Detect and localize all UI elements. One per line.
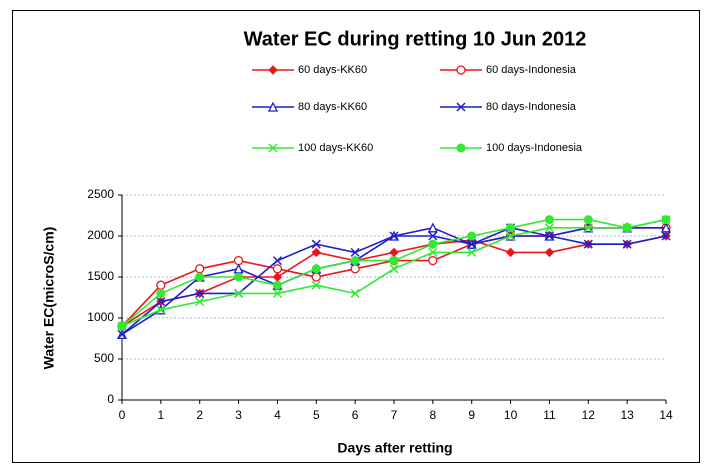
x-tick-label: 1: [158, 408, 165, 422]
legend-marker: [456, 102, 466, 112]
x-tick-label: 11: [543, 408, 556, 422]
x-tick-label: 10: [504, 408, 518, 422]
x-tick-label: 14: [659, 408, 673, 422]
y-tick-label: 500: [94, 351, 114, 365]
data-point: [117, 321, 127, 331]
data-point: [311, 280, 321, 290]
data-point: [428, 239, 438, 249]
data-point: [272, 280, 282, 290]
x-tick-label: 2: [196, 408, 203, 422]
x-tick-label: 5: [313, 408, 320, 422]
data-point: [195, 288, 205, 298]
data-point: [272, 256, 282, 266]
data-point: [311, 247, 321, 258]
data-point: [583, 223, 593, 233]
data-point: [234, 288, 244, 298]
legend-marker: [267, 101, 279, 112]
x-tick-label: 3: [235, 408, 242, 422]
data-point: [660, 222, 672, 233]
legend-label: 60 days-KK60: [298, 64, 367, 76]
data-point: [195, 297, 205, 307]
data-point: [428, 231, 438, 241]
data-point: [156, 280, 166, 290]
data-point: [544, 215, 554, 225]
data-point: [661, 215, 671, 225]
data-point: [350, 256, 360, 266]
data-point: [544, 231, 554, 241]
legend-label: 60 days-Indonesia: [486, 64, 577, 76]
legend-label: 100 days-Indonesia: [486, 142, 583, 154]
x-tick-label: 0: [119, 408, 126, 422]
data-point: [506, 231, 516, 241]
x-tick-label: 6: [352, 408, 359, 422]
y-tick-label: 0: [107, 392, 114, 406]
data-point: [234, 272, 244, 282]
data-point: [350, 288, 360, 298]
data-point: [661, 231, 671, 241]
data-point: [311, 272, 321, 282]
y-tick-label: 1500: [87, 269, 114, 283]
legend-marker: [456, 65, 466, 75]
data-point: [583, 215, 593, 225]
x-tick-label: 7: [391, 408, 398, 422]
data-point: [467, 231, 477, 241]
legend-label: 80 days-KK60: [298, 101, 367, 113]
data-point: [506, 223, 516, 233]
data-point: [156, 305, 166, 315]
data-point: [311, 264, 321, 274]
legend-marker: [268, 65, 278, 75]
data-point: [467, 247, 477, 257]
x-tick-label: 4: [274, 408, 281, 422]
data-point: [428, 247, 438, 257]
data-point: [389, 264, 399, 274]
x-tick-label: 12: [582, 408, 596, 422]
data-point: [156, 297, 166, 307]
y-tick-label: 2500: [87, 187, 114, 201]
data-point: [544, 247, 555, 258]
data-point: [195, 272, 205, 282]
data-point: [117, 329, 127, 339]
x-tick-label: 9: [468, 408, 475, 422]
x-axis-label: Days after retting: [337, 440, 452, 456]
data-point: [389, 231, 399, 241]
data-point: [428, 255, 438, 266]
legend-label: 100 days-KK60: [298, 142, 373, 154]
x-tick-label: 13: [620, 408, 634, 422]
data-point: [350, 264, 360, 274]
data-point: [156, 288, 166, 298]
data-point: [311, 239, 321, 249]
data-point: [583, 239, 593, 249]
chart-title: Water EC during retting 10 Jun 2012: [244, 28, 587, 50]
data-point: [389, 256, 399, 266]
data-point: [427, 222, 438, 233]
y-tick-label: 2000: [87, 228, 114, 242]
data-point: [505, 247, 516, 258]
legend-marker: [268, 143, 278, 153]
legend-label: 80 days-Indonesia: [486, 101, 577, 113]
legend-marker: [456, 143, 466, 153]
data-point: [272, 264, 283, 274]
data-point: [622, 239, 632, 249]
y-tick-label: 1000: [87, 310, 114, 324]
y-axis-label: Water EC(microS/cm): [41, 227, 57, 370]
data-point: [467, 239, 477, 249]
data-point: [350, 247, 360, 257]
x-tick-label: 8: [430, 408, 437, 422]
data-point: [544, 223, 554, 233]
data-point: [622, 223, 632, 233]
data-point: [272, 288, 282, 298]
